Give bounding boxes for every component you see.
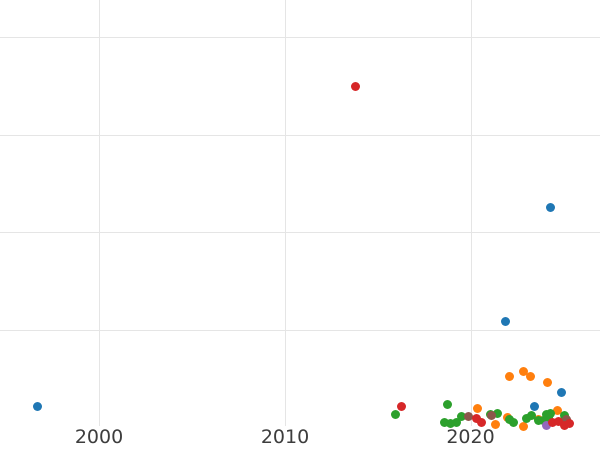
- data-point-green: [538, 415, 548, 425]
- data-point-orange: [542, 377, 552, 387]
- data-point-green: [533, 415, 543, 425]
- data-point-blue: [545, 202, 555, 212]
- v-gridline: [470, 0, 472, 426]
- data-point-brown: [463, 411, 473, 421]
- data-point-green: [456, 411, 466, 421]
- data-point-orange: [518, 366, 528, 376]
- h-gridline: [0, 329, 600, 331]
- data-point-green: [492, 408, 502, 418]
- data-point-red: [553, 416, 563, 426]
- data-point-orange: [472, 403, 482, 413]
- data-point-red: [471, 413, 481, 423]
- data-point-red: [564, 418, 574, 428]
- data-point-green: [390, 409, 400, 419]
- x-tick-label: 2020: [446, 426, 495, 448]
- data-point-green: [442, 399, 452, 409]
- data-point-green: [521, 413, 531, 423]
- x-tick-label: 2000: [74, 426, 124, 448]
- h-gridline: [0, 37, 600, 38]
- data-point-blue: [529, 401, 539, 411]
- data-point-orange: [525, 371, 535, 381]
- data-point-purple: [541, 420, 551, 430]
- x-tick-label: 2010: [260, 426, 310, 448]
- data-point-blue: [32, 401, 42, 411]
- data-point-red: [476, 417, 486, 427]
- data-point-green: [543, 412, 553, 422]
- data-point-blue: [556, 387, 566, 397]
- data-point-orange: [504, 371, 514, 381]
- data-point-green: [445, 418, 455, 428]
- data-point-red: [350, 81, 360, 91]
- data-point-green: [526, 410, 536, 420]
- data-point-red: [559, 420, 569, 430]
- data-point-green: [508, 417, 518, 427]
- v-gridline: [285, 0, 286, 426]
- data-point-blue: [500, 316, 510, 326]
- data-point-orange: [552, 405, 562, 415]
- v-gridline: [99, 0, 100, 426]
- data-point-brown: [486, 410, 496, 420]
- data-point-green: [451, 417, 461, 427]
- data-point-orange: [490, 419, 500, 429]
- h-gridline: [0, 134, 600, 136]
- data-point-red: [547, 417, 557, 427]
- data-point-green: [439, 417, 449, 427]
- h-gridline: [0, 232, 600, 233]
- data-point-orange: [518, 421, 528, 431]
- data-point-red: [396, 401, 406, 411]
